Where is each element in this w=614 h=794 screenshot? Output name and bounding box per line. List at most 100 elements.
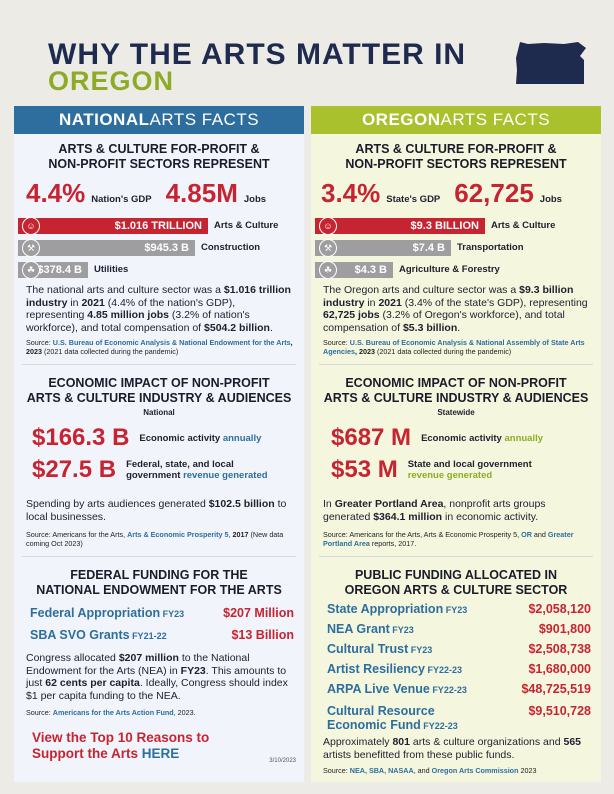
funding-name: Federal Appropriation <box>30 606 161 620</box>
oregon-sector-source: Source: U.S. Bureau of Economic Analysis… <box>323 338 585 356</box>
national-sector-heading: ARTS & CULTURE FOR-PROFIT & NON-PROFIT SE… <box>48 142 270 171</box>
national-gdp-bar: $945.3 B <box>18 240 195 256</box>
bar-label: Arts & Culture <box>491 220 556 231</box>
page-title-line1: WHY THE ARTS MATTER IN <box>48 38 467 71</box>
national-jobs-value: 4.85M <box>165 178 238 208</box>
funding-row: NEA Grant FY23 $901,800 <box>327 622 591 636</box>
action-fund-link[interactable]: Americans for the Arts Action Fund <box>52 708 174 717</box>
print-date: 3/10/2023 <box>269 758 296 764</box>
section-divider <box>22 556 296 557</box>
oregon-banner: OREGON ARTS FACTS <box>311 106 601 134</box>
oregon-econ-source: Source: Americans for the Arts, Arts & E… <box>323 530 574 548</box>
oregon-econ-paragraph: In Greater Portland Area, nonprofit arts… <box>323 498 546 523</box>
national-econ-revenue: $27.5 B Federal, state, and local governm… <box>32 456 268 483</box>
oregon-sector-heading: ARTS & CULTURE FOR-PROFIT & NON-PROFIT SE… <box>345 142 567 171</box>
funding-row-cultural-resource: Cultural Resource Economic Fund FY22-23 $… <box>327 704 591 732</box>
funding-amount: $13 Billion <box>231 628 294 642</box>
oregon-gdp-stats: 3.4% State's GDP 62,725 Jobs <box>321 178 611 209</box>
funding-fiscal-year: FY21-22 <box>129 631 167 641</box>
section-divider <box>319 364 593 365</box>
oregon-gdp-bar: $9.3 BILLION <box>315 218 485 234</box>
funding-name: NEA Grant <box>327 622 390 636</box>
oregon-gdp-label: State's GDP <box>386 194 441 205</box>
bar-value: $945.3 B <box>144 242 189 254</box>
bar-label: Arts & Culture <box>214 220 279 231</box>
bar-value: $7.4 B <box>412 242 445 254</box>
public-funding-heading: PUBLIC FUNDING ALLOCATED IN OREGON ARTS &… <box>344 568 568 597</box>
funding-fiscal-year: FY23 <box>389 625 414 635</box>
national-econ-source: Source: Americans for the Arts, Arts & E… <box>26 530 284 548</box>
bar-label: Construction <box>201 242 261 253</box>
federal-funding-source: Source: Americans for the Arts Action Fu… <box>26 708 196 717</box>
funding-row: ARPA Live Venue FY22-23 $48,725,519 <box>327 682 591 696</box>
national-jobs-label: Jobs <box>243 194 267 205</box>
funding-amount: $2,058,120 <box>528 602 591 616</box>
oregon-econ-revenue: $53 M State and local government revenue … <box>331 456 532 483</box>
bar-label: Agriculture & Forestry <box>399 264 500 275</box>
oregon-source-link[interactable]: U.S. Bureau of Economic Analysis & Natio… <box>323 338 585 356</box>
bar-value: $4.3 B <box>354 264 387 276</box>
oregon-state-shape-icon <box>516 42 586 84</box>
oregon-gdp-bar: $7.4 B <box>315 240 451 256</box>
top-10-reasons-link[interactable]: View the Top 10 Reasons to Support the Ar… <box>32 730 210 761</box>
funding-fiscal-year: FY22-23 <box>429 685 467 695</box>
page-title-state: OREGON <box>48 66 175 96</box>
oregon-gdp-value: 3.4% <box>321 178 381 208</box>
funding-name: State Appropriation <box>327 602 444 616</box>
national-source-link[interactable]: U.S. Bureau of Economic Analysis & Natio… <box>52 338 291 347</box>
transportation-icon: ⚒ <box>319 239 337 257</box>
national-sector-source: Source: U.S. Bureau of Economic Analysis… <box>26 338 293 356</box>
funding-fiscal-year: FY22-23 <box>424 665 462 675</box>
bar-label: Transportation <box>457 242 524 253</box>
national-sector-paragraph: The national arts and culture sector was… <box>26 284 291 334</box>
funding-fiscal-year: FY23 <box>160 609 185 619</box>
national-gdp-label: Nation's GDP <box>91 194 152 205</box>
theater-masks-icon: ☺ <box>22 217 40 235</box>
federal-funding-paragraph: Congress allocated $207 million to the N… <box>26 652 288 702</box>
construction-icon: ⚒ <box>22 239 40 257</box>
federal-funding-heading: FEDERAL FUNDING FOR THE NATIONAL ENDOWMEN… <box>36 568 282 597</box>
national-econ-paragraph: Spending by arts audiences generated $10… <box>26 498 287 523</box>
oregon-arts-commission-link[interactable]: Oregon Arts Commission <box>431 766 519 775</box>
nea-sba-nasaa-link[interactable]: NEA, SBA, NASAA <box>349 766 414 775</box>
funding-fiscal-year: FY23 <box>443 605 468 615</box>
funding-row: Cultural Trust FY23 $2,508,738 <box>327 642 591 656</box>
leaf-icon: ☘ <box>319 261 337 279</box>
public-funding-source: Source: NEA, SBA, NASAA, and Oregon Arts… <box>323 766 537 775</box>
public-funding-paragraph: Approximately 801 arts & culture organiz… <box>323 736 582 761</box>
funding-name: SBA SVO Grants <box>30 628 130 642</box>
funding-amount: $1,680,000 <box>528 662 591 676</box>
funding-amount: $901,800 <box>538 622 591 636</box>
or-report-link[interactable]: OR <box>521 530 532 539</box>
theater-masks-icon: ☺ <box>319 217 337 235</box>
oregon-econ-activity: $687 M Economic activity annually <box>331 424 544 451</box>
national-gdp-stats: 4.4% Nation's GDP 4.85M Jobs <box>26 178 316 209</box>
bar-label: Utilities <box>94 264 129 275</box>
national-gdp-bar: $1.016 TRILLION <box>18 218 208 234</box>
funding-amount: $207 Million <box>223 606 294 620</box>
aep5-link[interactable]: Arts & Economic Prosperity 5 <box>127 530 229 539</box>
funding-row: SBA SVO Grants FY21-22 $13 Billion <box>30 628 294 642</box>
national-banner: NATIONAL ARTS FACTS <box>14 106 304 134</box>
funding-name: Artist Resiliency <box>327 662 425 676</box>
national-column: NATIONAL ARTS FACTS ARTS & CULTURE FOR-P… <box>14 106 304 782</box>
national-econ-activity: $166.3 B Economic activity annually <box>32 424 262 451</box>
section-divider <box>22 364 296 365</box>
funding-row: Federal Appropriation FY23 $207 Million <box>30 606 294 620</box>
oregon-jobs-value: 62,725 <box>454 178 534 208</box>
oregon-jobs-label: Jobs <box>539 194 562 205</box>
bar-value: $378.4 B <box>37 264 82 276</box>
oregon-econ-subtitle: Statewide <box>437 408 475 417</box>
bar-value: $9.3 BILLION <box>410 220 479 232</box>
bar-value: $1.016 TRILLION <box>114 220 202 232</box>
oregon-sector-paragraph: The Oregon arts and culture sector was a… <box>323 284 588 334</box>
section-divider <box>319 556 593 557</box>
national-gdp-value: 4.4% <box>26 178 86 208</box>
portland-report-link[interactable]: Greater Portland Area <box>323 530 574 548</box>
funding-amount: $2,508,738 <box>528 642 591 656</box>
funding-row: Artist Resiliency FY22-23 $1,680,000 <box>327 662 591 676</box>
funding-amount: $48,725,519 <box>521 682 591 696</box>
utilities-icon: ☘ <box>22 261 40 279</box>
national-econ-subtitle: National <box>143 408 175 417</box>
national-econ-heading: ECONOMIC IMPACT OF NON-PROFIT ARTS & CULT… <box>14 376 304 417</box>
